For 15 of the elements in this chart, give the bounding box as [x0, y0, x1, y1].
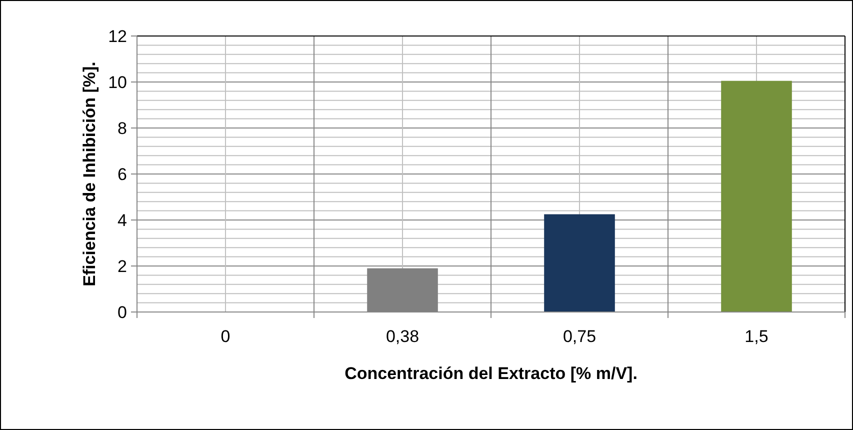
y-tick-label: 0 [118, 302, 127, 322]
bar [544, 214, 615, 312]
x-tick-label: 0,38 [386, 327, 420, 346]
x-tick-label: 0,75 [562, 327, 596, 346]
y-tick-label: 12 [108, 26, 127, 46]
y-tick-label: 10 [108, 72, 127, 92]
x-axis-title: Concentración del Extracto [% m/V]. [344, 364, 638, 383]
y-tick-label: 4 [118, 210, 127, 230]
y-tick-label: 6 [118, 164, 127, 184]
x-tick-label: 0 [220, 327, 230, 346]
y-tick-label: 2 [118, 256, 127, 276]
y-tick-label: 8 [118, 118, 127, 138]
bar [721, 80, 792, 312]
y-axis-title: Eficiencia de Inhibición [%]. [80, 62, 99, 286]
x-tick-label: 1,5 [744, 327, 768, 346]
